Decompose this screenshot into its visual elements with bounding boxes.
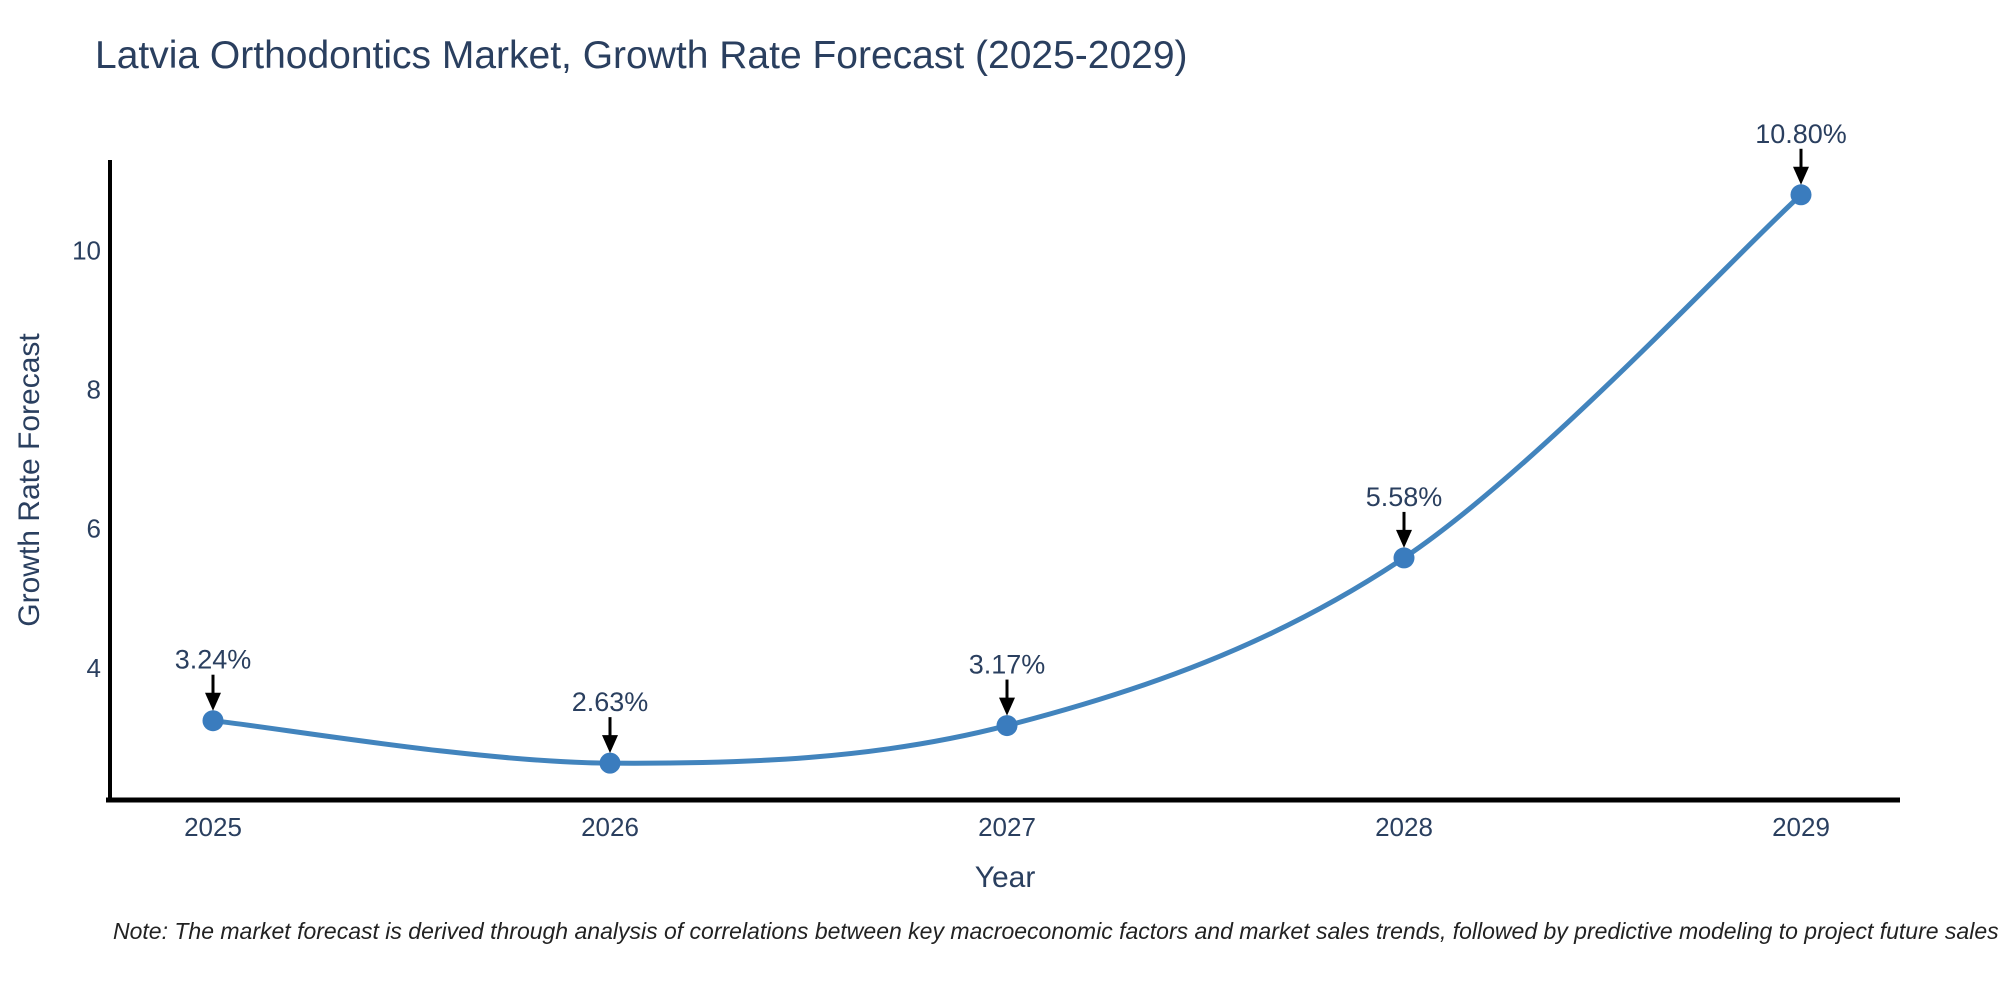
point-annotation-label-2027: 3.17%: [969, 650, 1046, 680]
x-tick-label-2025: 2025: [184, 812, 242, 842]
point-annotation-label-2028: 5.58%: [1366, 482, 1443, 512]
data-point-marker-2027: [996, 715, 1018, 737]
x-axis-title: Year: [974, 861, 1036, 894]
x-tick-label-2027: 2027: [978, 812, 1036, 842]
annotation-arrowhead-icon: [205, 692, 221, 711]
x-tick-label-2029: 2029: [1772, 812, 1830, 842]
y-tick-label-6: 6: [87, 514, 101, 544]
point-annotation-label-2026: 2.63%: [572, 687, 649, 717]
x-tick-label-2026: 2026: [581, 812, 639, 842]
y-tick-label-4: 4: [87, 653, 101, 683]
data-point-marker-2029: [1790, 184, 1812, 206]
data-point-marker-2025: [202, 710, 224, 732]
annotation-arrowhead-icon: [1793, 166, 1809, 185]
data-point-marker-2028: [1393, 547, 1415, 569]
chart-title: Latvia Orthodontics Market, Growth Rate …: [95, 34, 1188, 77]
y-tick-label-10: 10: [72, 235, 101, 265]
annotation-arrowhead-icon: [999, 697, 1015, 716]
annotation-arrowhead-icon: [602, 735, 618, 754]
point-annotation-label-2025: 3.24%: [175, 645, 252, 675]
point-annotation-label-2029: 10.80%: [1755, 119, 1847, 149]
y-tick-label-8: 8: [87, 375, 101, 405]
data-point-marker-2026: [599, 752, 621, 774]
x-tick-label-2028: 2028: [1375, 812, 1433, 842]
annotation-arrowhead-icon: [1396, 529, 1412, 548]
footnote: Note: The market forecast is derived thr…: [113, 918, 1999, 944]
